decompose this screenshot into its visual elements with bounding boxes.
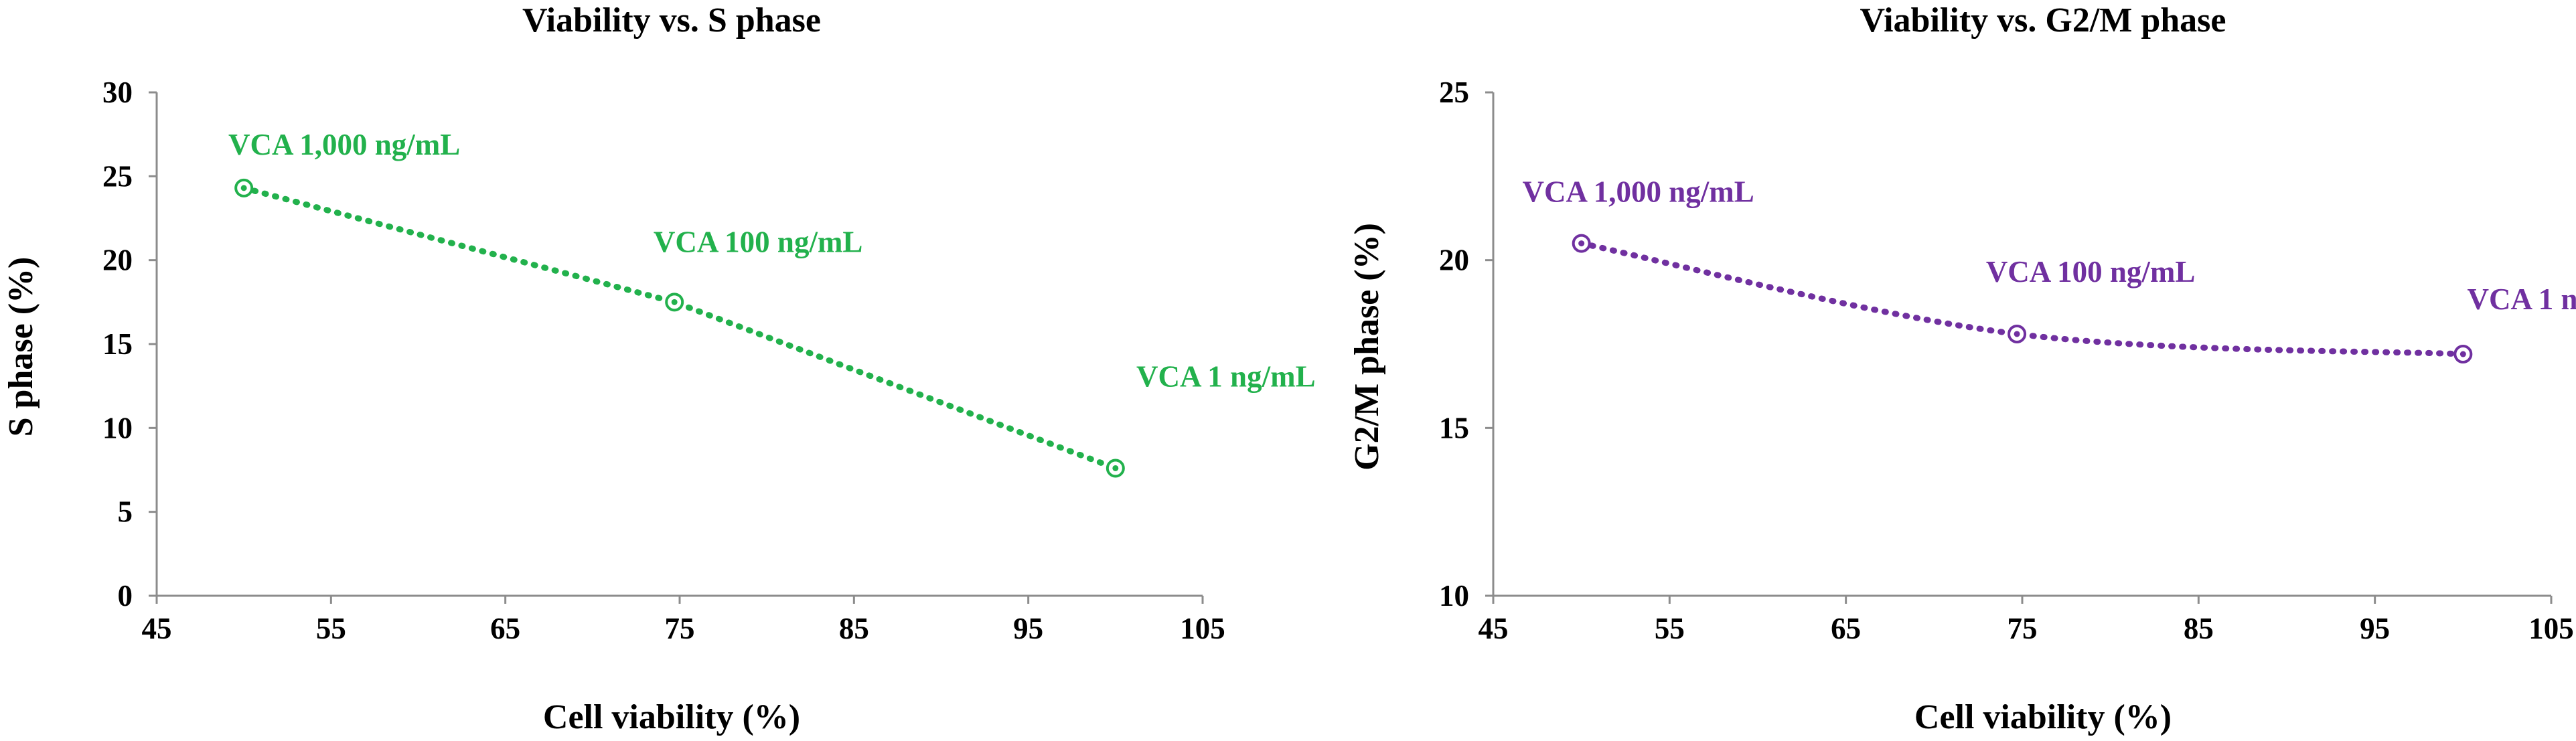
series: VCA 1,000 ng/mL VCA 100 ng/mL VCA 1 ng/mL [228,128,1316,478]
x-tick-label: 95 [2360,612,2390,645]
y-ticks: 0 5 10 15 20 25 30 [102,76,157,612]
chart-g2m-phase: Viability vs. G2/M phase Cell viability … [1348,1,2576,736]
y-tick-label: 30 [102,76,133,109]
data-label: VCA 1,000 ng/mL [228,128,460,161]
x-tick-label: 75 [665,612,695,645]
chart-title: Viability vs. G2/M phase [1860,1,2226,39]
x-tick-label: 55 [316,612,346,645]
data-point-center [240,185,247,191]
y-tick-label: 25 [1439,76,1469,109]
x-ticks: 45 55 65 75 85 95 105 [1479,596,2574,645]
x-tick-label: 75 [2007,612,2038,645]
data-label: VCA 1 ng/mL [1136,359,1316,393]
x-axis-label: Cell viability (%) [543,698,800,736]
y-axis-label: G2/M phase (%) [1348,223,1386,471]
y-tick-label: 15 [1439,411,1469,444]
x-tick-label: 45 [1479,612,1509,645]
x-tick-label: 105 [1180,612,1225,645]
x-tick-label: 65 [490,612,520,645]
x-tick-label: 45 [142,612,172,645]
series-line [240,185,1119,471]
chart-s-phase: Viability vs. S phase Cell viability (%)… [2,1,1316,736]
y-tick-label: 20 [1439,244,1469,277]
y-axis-label: S phase (%) [2,257,40,437]
data-point-center [1578,240,1585,247]
y-tick-label: 15 [102,327,133,361]
x-axis-label: Cell viability (%) [1914,698,2172,736]
data-label: VCA 100 ng/mL [654,225,863,258]
x-tick-label: 55 [1655,612,1685,645]
data-point-center [1112,465,1119,471]
chart-title: Viability vs. S phase [522,1,821,39]
x-tick-label: 65 [1831,612,1861,645]
y-tick-label: 10 [1439,579,1469,612]
data-label: VCA 1,000 ng/mL [1523,175,1754,209]
y-tick-label: 0 [118,579,133,612]
x-ticks: 45 55 65 75 85 95 105 [142,596,1225,645]
series-line [1578,240,2466,357]
y-tick-label: 10 [102,411,133,444]
y-ticks: 10 15 20 25 [1439,76,1493,612]
x-tick-label: 105 [2528,612,2574,645]
y-tick-label: 5 [118,495,133,529]
data-point-center [671,299,678,305]
data-point-center [2014,331,2020,337]
y-tick-label: 20 [102,244,133,277]
x-tick-label: 85 [2184,612,2214,645]
y-tick-label: 25 [102,159,133,193]
series: VCA 1,000 ng/mL VCA 100 ng/mL VCA 1 ng/mL [1523,175,2576,364]
data-point-center [2459,351,2466,357]
x-tick-label: 85 [839,612,869,645]
data-label: VCA 100 ng/mL [1986,255,2196,289]
x-tick-label: 95 [1013,612,1043,645]
data-label: VCA 1 ng/mL [2468,282,2576,316]
